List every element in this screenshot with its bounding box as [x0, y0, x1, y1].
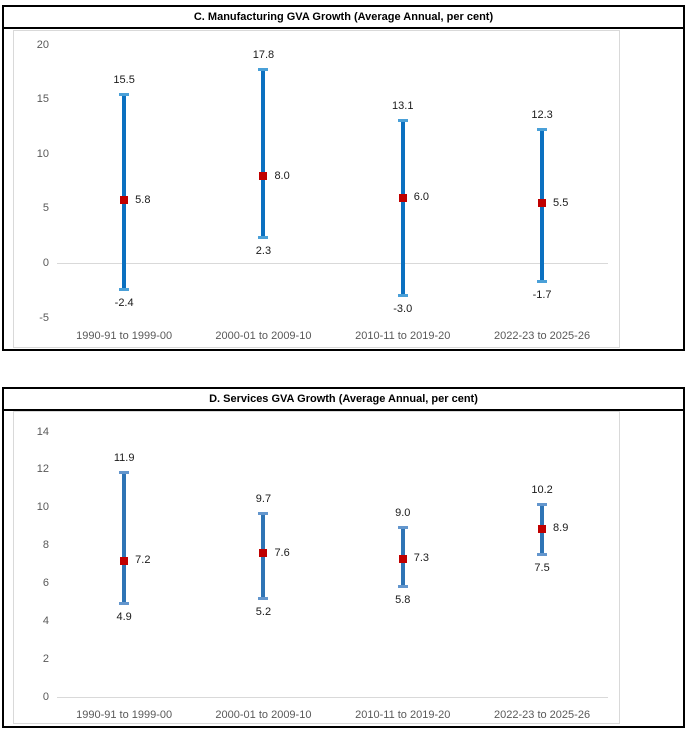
close-value-label: 5.5	[553, 196, 569, 209]
close-value-label: 7.6	[274, 546, 290, 559]
low-cap	[258, 596, 269, 600]
high-value-label: 15.5	[113, 74, 135, 87]
close-marker	[259, 549, 268, 558]
low-value-label: 4.9	[116, 611, 132, 624]
close-value-label: 6.0	[413, 191, 430, 204]
zero-gridline	[57, 263, 608, 265]
zero-gridline	[57, 697, 608, 698]
close-marker	[120, 196, 129, 205]
y-axis-tick-label: -5	[39, 311, 49, 324]
close-value-label: 7.3	[413, 552, 430, 565]
high-value-label: 17.8	[252, 49, 275, 62]
close-marker	[259, 172, 268, 181]
close-value-label: 5.8	[135, 193, 151, 206]
manufacturing-gva-panel: C. Manufacturing GVA Growth (Average Ann…	[2, 5, 685, 351]
high-cap	[397, 119, 408, 123]
low-value-label: 2.3	[255, 245, 272, 258]
high-cap	[397, 525, 408, 529]
y-axis-tick-label: 2	[42, 652, 49, 665]
close-marker	[398, 554, 407, 563]
manufacturing-chart-title: C. Manufacturing GVA Growth (Average Ann…	[4, 7, 683, 29]
low-cap	[537, 279, 548, 283]
high-value-label: 9.7	[255, 493, 272, 506]
high-value-label: 13.1	[392, 100, 414, 113]
high-value-label: 11.9	[113, 451, 135, 464]
x-axis-category-label: 2000-01 to 2009-10	[215, 709, 312, 721]
low-cap	[258, 236, 269, 240]
y-axis-tick-label: 15	[36, 93, 49, 106]
high-cap	[258, 512, 269, 516]
close-marker	[538, 524, 547, 533]
high-value-label: 12.3	[531, 109, 553, 122]
y-axis-tick-label: 14	[36, 425, 49, 438]
x-axis-category-label: 2010-11 to 2019-20	[355, 709, 451, 721]
high-low-line	[122, 94, 127, 290]
x-axis-category-label: 1990-91 to 1999-00	[76, 709, 173, 721]
y-axis-tick-label: 0	[42, 690, 49, 703]
x-axis-category-label: 2022-23 to 2025-26	[494, 709, 591, 721]
high-cap	[258, 68, 269, 72]
y-axis-tick-label: 10	[36, 147, 49, 160]
high-cap	[537, 502, 548, 506]
y-axis-tick-label: 6	[42, 576, 49, 589]
services-chart-title: D. Services GVA Growth (Average Annual, …	[4, 389, 683, 411]
high-low-line	[261, 69, 266, 239]
close-marker	[538, 199, 547, 208]
x-axis-category-label: 2022-23 to 2025-26	[494, 330, 591, 342]
low-value-label: 5.2	[255, 605, 272, 618]
x-axis-category-label: 2010-11 to 2019-20	[355, 330, 451, 342]
low-cap	[119, 287, 130, 291]
services-gva-panel: D. Services GVA Growth (Average Annual, …	[2, 387, 685, 728]
x-axis-category-label: 2000-01 to 2009-10	[215, 330, 312, 342]
high-low-line	[400, 120, 405, 297]
high-cap	[119, 470, 130, 474]
y-axis-tick-label: 5	[42, 202, 49, 215]
close-marker	[120, 556, 129, 565]
high-value-label: 10.2	[531, 483, 553, 496]
close-marker	[398, 193, 407, 202]
high-low-line	[122, 471, 127, 605]
close-value-label: 8.9	[553, 522, 569, 535]
y-axis-tick-label: 4	[42, 614, 49, 627]
high-cap	[119, 93, 130, 97]
x-axis-category-label: 1990-91 to 1999-00	[76, 330, 173, 342]
low-value-label: -1.7	[532, 288, 552, 301]
y-axis-tick-label: 12	[36, 463, 49, 476]
high-cap	[537, 128, 548, 132]
close-value-label: 7.2	[135, 554, 151, 567]
low-cap	[537, 553, 548, 557]
low-value-label: -3.0	[393, 303, 413, 316]
manufacturing-chart-area: 20 15 10 5 0 -5 15.5 -2.4 5.8 1990-91 to 1999-00 1…	[13, 30, 620, 348]
y-axis-tick-label: 20	[36, 38, 49, 51]
low-cap	[397, 294, 408, 298]
close-value-label: 8.0	[274, 169, 290, 182]
high-value-label: 9.0	[395, 506, 411, 519]
low-value-label: 5.8	[395, 594, 411, 607]
y-axis-tick-label: 8	[42, 539, 49, 552]
y-axis-tick-label: 10	[36, 501, 49, 514]
low-cap	[119, 602, 130, 606]
low-cap	[397, 585, 408, 589]
low-value-label: -2.4	[114, 296, 134, 309]
services-chart-area: 14 12 10 8 6 4 2 0 11.9 4.9 7.2 1990-91 to 1999-00 9…	[13, 411, 620, 724]
y-axis-tick-label: 0	[42, 256, 49, 269]
low-value-label: 7.5	[534, 562, 550, 575]
